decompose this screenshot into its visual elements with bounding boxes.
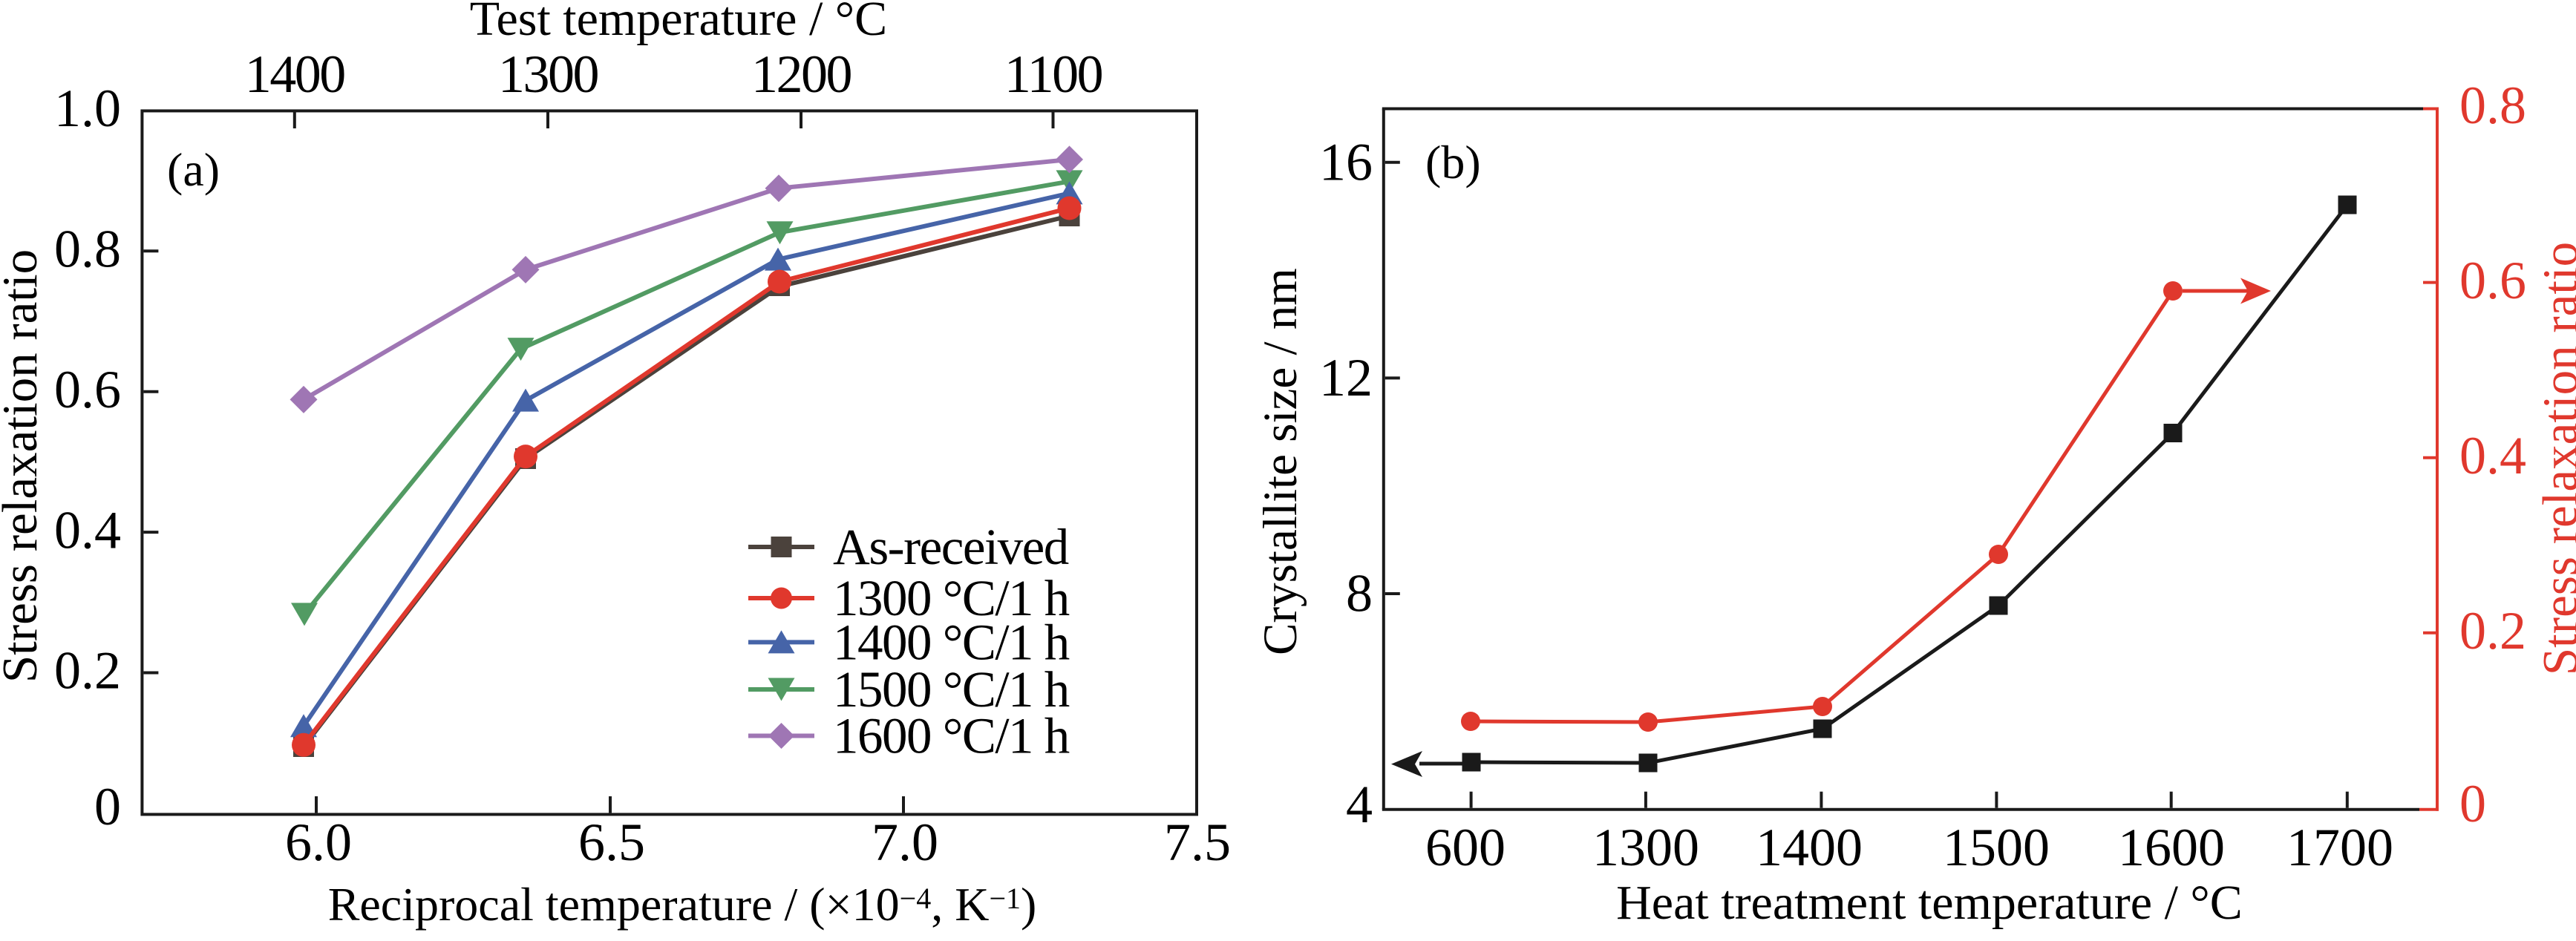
svg-text:Crystallite size / nm: Crystallite size / nm xyxy=(1254,268,1307,655)
svg-text:8: 8 xyxy=(1346,564,1373,623)
svg-text:1400 °C/1 h: 1400 °C/1 h xyxy=(833,614,1070,671)
svg-text:1300: 1300 xyxy=(1592,818,1699,877)
svg-text:1500 °C/1 h: 1500 °C/1 h xyxy=(833,661,1070,718)
svg-text:6.0: 6.0 xyxy=(285,813,352,872)
svg-text:1400: 1400 xyxy=(1756,818,1863,877)
svg-text:Stress relaxation ratio: Stress relaxation ratio xyxy=(0,249,48,683)
svg-text:1300: 1300 xyxy=(498,45,598,104)
svg-text:0: 0 xyxy=(2459,774,2486,833)
svg-text:0.6: 0.6 xyxy=(2459,251,2526,310)
svg-text:Test temperature / °C: Test temperature / °C xyxy=(470,0,887,46)
svg-text:0.2: 0.2 xyxy=(54,641,121,701)
svg-text:0.4: 0.4 xyxy=(2459,426,2526,485)
svg-text:1100: 1100 xyxy=(1004,45,1102,104)
svg-text:0.8: 0.8 xyxy=(2459,76,2526,135)
svg-text:0.4: 0.4 xyxy=(54,500,121,560)
svg-text:(a): (a) xyxy=(167,143,220,196)
svg-text:16: 16 xyxy=(1319,133,1373,192)
svg-text:7.5: 7.5 xyxy=(1164,813,1231,872)
svg-text:4: 4 xyxy=(1346,775,1373,834)
svg-text:1600: 1600 xyxy=(2118,818,2225,877)
svg-text:Stress relaxation ratio: Stress relaxation ratio xyxy=(2533,242,2576,675)
svg-text:(b): (b) xyxy=(1425,136,1481,188)
svg-text:1500: 1500 xyxy=(1943,818,2050,877)
svg-text:12: 12 xyxy=(1319,348,1373,407)
svg-text:1300 °C/1 h: 1300 °C/1 h xyxy=(833,570,1070,626)
svg-text:1700: 1700 xyxy=(2286,818,2393,877)
svg-text:7.0: 7.0 xyxy=(872,813,938,872)
svg-text:0.6: 0.6 xyxy=(54,360,121,419)
svg-text:Heat treatment temperature / °: Heat treatment temperature / °C xyxy=(1616,876,2243,930)
svg-text:1400: 1400 xyxy=(245,45,345,104)
svg-text:1200: 1200 xyxy=(751,45,851,104)
svg-text:0.8: 0.8 xyxy=(54,220,121,279)
svg-text:1600 °C/1 h: 1600 °C/1 h xyxy=(833,708,1070,764)
svg-text:0.2: 0.2 xyxy=(2459,601,2526,660)
svg-text:6.5: 6.5 xyxy=(578,813,645,872)
svg-text:0: 0 xyxy=(94,777,121,836)
svg-text:1.0: 1.0 xyxy=(54,79,121,138)
svg-text:As-received: As-received xyxy=(833,519,1069,575)
svg-text:600: 600 xyxy=(1425,818,1506,877)
svg-text:Reciprocal temperature / (×10−: Reciprocal temperature / (×10−4, K−1) xyxy=(328,878,1037,931)
